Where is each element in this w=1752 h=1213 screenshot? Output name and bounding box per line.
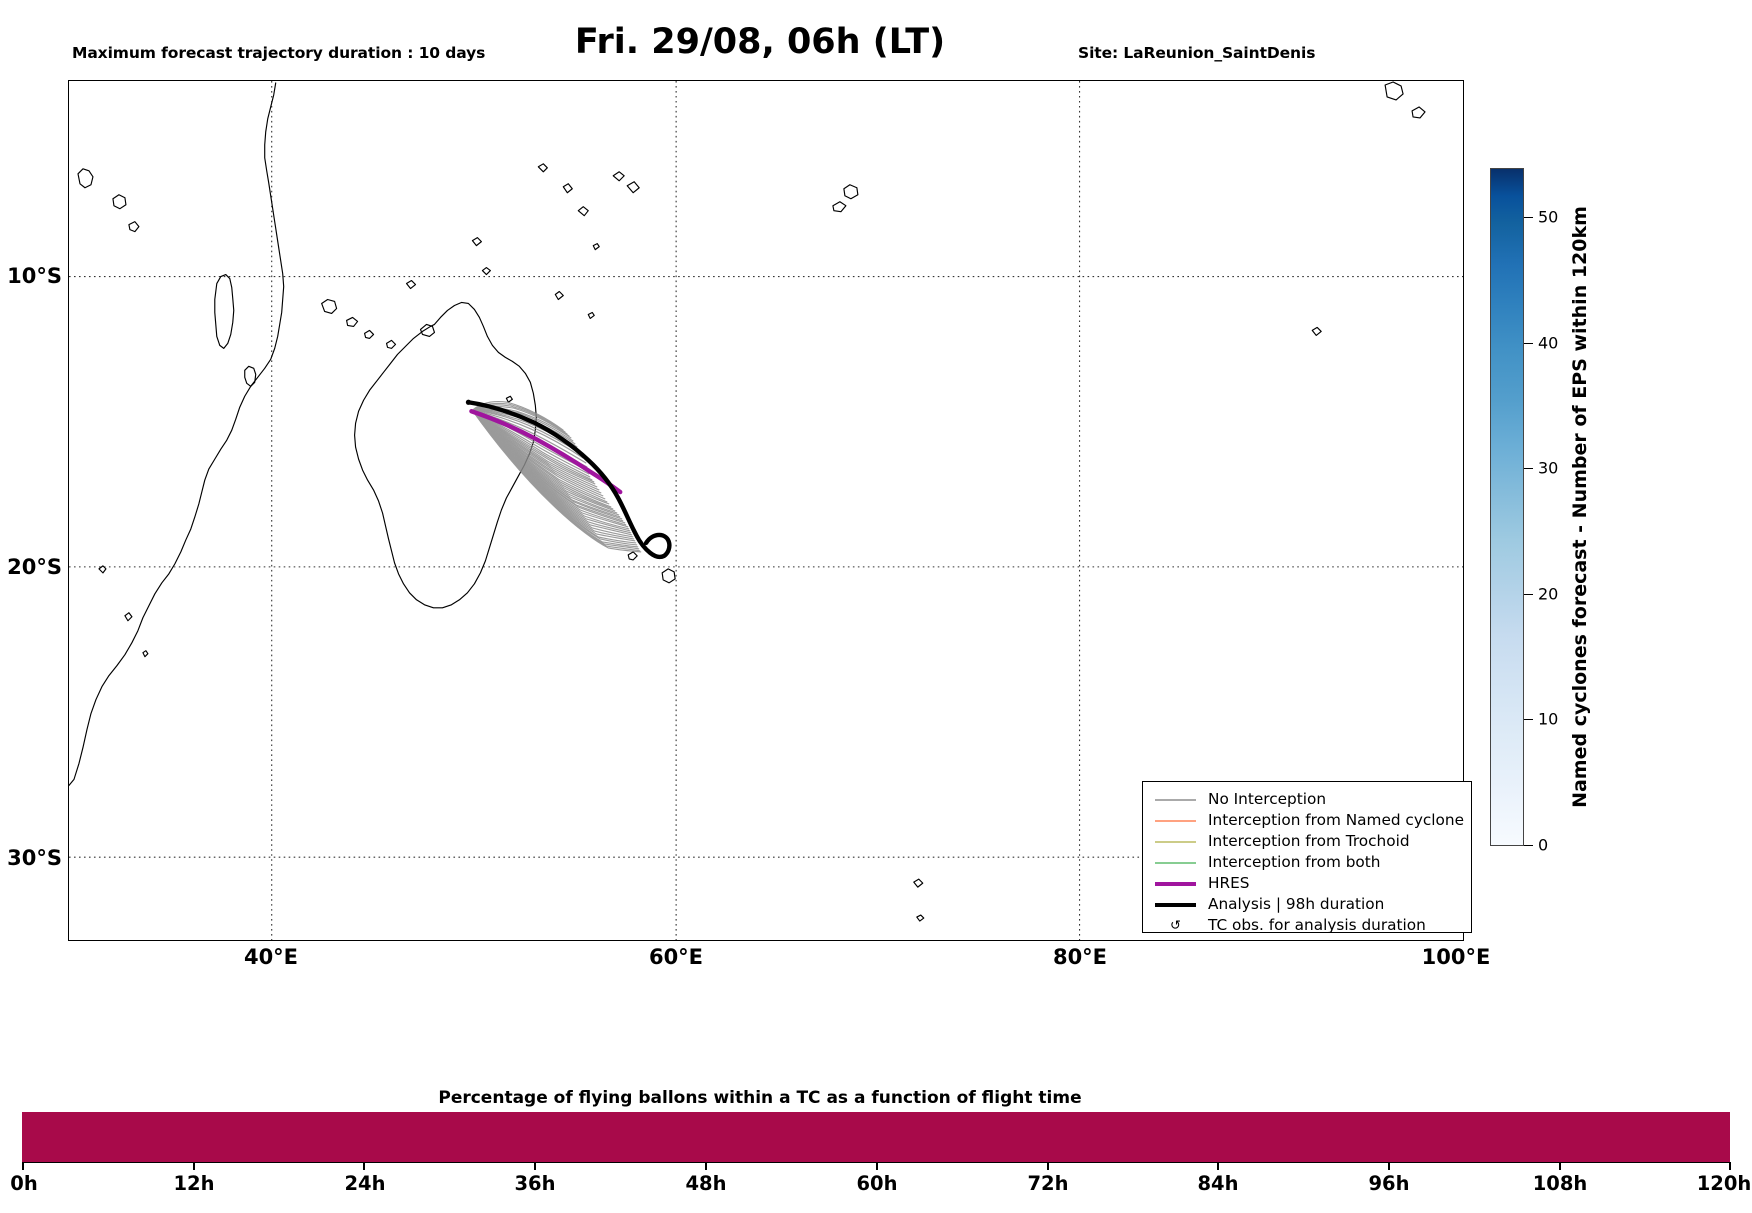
legend-label: Interception from Trochoid (1208, 831, 1410, 850)
legend-item-analysis[interactable]: Analysis | 98h duration (1152, 894, 1462, 915)
flight-time-tick (705, 1162, 707, 1170)
coastlines (69, 81, 1426, 922)
flight-time-tick (534, 1162, 536, 1170)
map-canvas (69, 81, 1463, 940)
flight-time-label: 84h (1197, 1172, 1239, 1195)
page-title: Fri. 29/08, 06h (LT) (574, 22, 946, 62)
flight-time-bar[interactable] (22, 1112, 1730, 1162)
legend-swatch-analysis (1152, 898, 1199, 912)
legend-label: HRES (1208, 873, 1250, 892)
colorbar-tick-label: 50 (1538, 207, 1559, 227)
bottom-bar-title: Percentage of flying ballons within a TC… (438, 1088, 1082, 1108)
legend-swatch-trochoid (1152, 835, 1199, 849)
eps-ensemble-trajectories (471, 401, 642, 553)
legend-item-both[interactable]: Interception from both (1152, 852, 1462, 873)
flight-time-tick (1047, 1162, 1049, 1170)
legend-swatch-both (1152, 856, 1199, 870)
flight-time-tick (876, 1162, 878, 1170)
legend-label: Analysis | 98h duration (1208, 894, 1385, 913)
flight-time-label: 120h (1696, 1172, 1752, 1195)
colorbar-tick-label: 30 (1538, 458, 1559, 478)
colorbar-tick-label: 0 (1538, 835, 1549, 855)
colorbar[interactable]: 0 10 20 30 40 50 (1490, 168, 1558, 855)
xtick-label: 60°E (648, 945, 704, 969)
flight-time-tick (1217, 1162, 1219, 1170)
flight-time-label: 24h (344, 1172, 386, 1195)
header-left-line-1: Maximum forecast trajectory duration : 1… (72, 43, 486, 62)
colorbar-tick (1524, 468, 1533, 470)
flight-time-label: 0h (10, 1172, 38, 1195)
colorbar-gradient (1490, 168, 1524, 846)
map-legend[interactable]: No Interception Interception from Named … (1142, 781, 1472, 933)
flight-time-bar-fill (22, 1112, 1730, 1162)
flight-time-tick (363, 1162, 365, 1170)
legend-label: TC obs. for analysis duration (1208, 915, 1426, 934)
deployment-origin-marker (465, 399, 472, 405)
ytick-label: 10°S (7, 264, 62, 288)
colorbar-tick (1524, 217, 1533, 219)
analysis-trajectory (466, 400, 672, 560)
legend-swatch-named-cyclone (1152, 814, 1199, 828)
colorbar-tick-label: 20 (1538, 584, 1559, 604)
legend-label: No Interception (1208, 789, 1327, 808)
colorbar-title-text: Named cyclones forecast - Number of EPS … (1569, 206, 1591, 808)
flight-time-tick (193, 1162, 195, 1170)
flight-time-tick (22, 1162, 24, 1170)
colorbar-tick-label: 40 (1538, 333, 1559, 353)
flight-time-tick (1729, 1162, 1731, 1170)
legend-label: Interception from both (1208, 852, 1381, 871)
legend-item-trochoid[interactable]: Interception from Trochoid (1152, 831, 1462, 852)
legend-swatch-hres (1152, 877, 1199, 891)
cyclone-icon: ↺ (1152, 919, 1199, 933)
xtick-label: 100°E (1421, 945, 1491, 969)
legend-swatch-no-interception (1152, 793, 1199, 807)
colorbar-tick (1524, 594, 1533, 596)
ytick-label: 30°S (7, 846, 62, 870)
legend-item-named-cyclone[interactable]: Interception from Named cyclone (1152, 810, 1465, 831)
legend-item-hres[interactable]: HRES (1152, 873, 1462, 894)
colorbar-tick (1524, 343, 1533, 345)
legend-label: Interception from Named cyclone (1208, 810, 1465, 829)
site-label: Site: LaReunion_SaintDenis (1078, 43, 1316, 62)
legend-item-no-interception[interactable]: No Interception (1152, 789, 1462, 810)
flight-time-tick (1388, 1162, 1390, 1170)
flight-time-tick (1559, 1162, 1561, 1170)
ytick-label: 20°S (7, 555, 62, 579)
colorbar-tick-label: 10 (1538, 709, 1559, 729)
flight-time-label: 96h (1368, 1172, 1410, 1195)
legend-marker-glyph: ↺ (1170, 918, 1181, 933)
flight-time-label: 36h (514, 1172, 556, 1195)
xtick-label: 40°E (243, 945, 299, 969)
flight-time-label: 72h (1027, 1172, 1069, 1195)
colorbar-tick (1524, 845, 1533, 847)
colorbar-tick (1524, 719, 1533, 721)
flight-time-label: 108h (1532, 1172, 1588, 1195)
xtick-label: 80°E (1052, 945, 1108, 969)
flight-time-label: 12h (173, 1172, 215, 1195)
flight-time-label: 48h (685, 1172, 727, 1195)
legend-item-tc-obs[interactable]: ↺ TC obs. for analysis duration (1152, 915, 1462, 936)
map-gridlines (69, 81, 1463, 940)
flight-time-label: 60h (856, 1172, 898, 1195)
colorbar-axis-title: Named cyclones forecast - Number of EPS … (1566, 168, 1594, 846)
